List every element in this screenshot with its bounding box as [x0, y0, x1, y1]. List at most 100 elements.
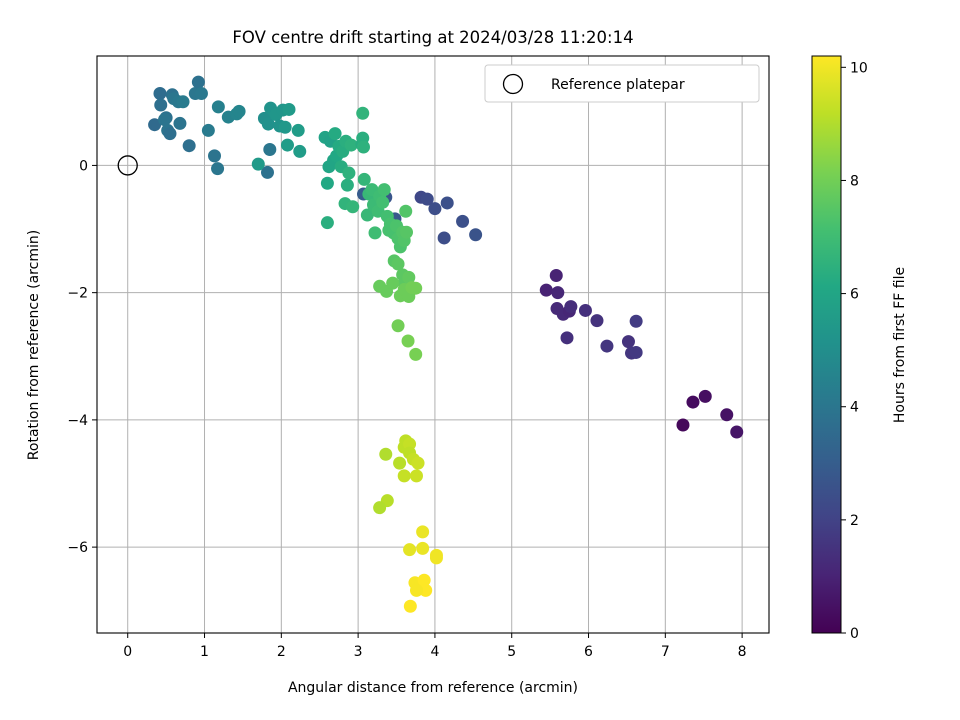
legend: Reference platepar [484, 64, 760, 103]
data-point [208, 149, 222, 163]
data-point [560, 331, 574, 345]
data-point [440, 196, 454, 210]
legend-marker-icon [502, 73, 524, 95]
data-point [590, 314, 604, 328]
data-point [420, 192, 434, 206]
data-point [293, 144, 307, 158]
colorbar-ticks: 0 2 4 6 8 10 [841, 60, 868, 642]
points-layer [148, 75, 744, 613]
data-point [182, 139, 196, 153]
data-point [397, 469, 411, 483]
data-point [340, 178, 354, 192]
data-point [391, 257, 405, 271]
x-tick-label: 3 [354, 644, 363, 660]
colorbar-tick-label: 0 [850, 626, 859, 642]
legend-entry-reference: Reference platepar [551, 77, 685, 93]
y-tick-label: −4 [67, 413, 88, 429]
data-point [428, 202, 442, 216]
y-axis-label: Rotation from reference (arcmin) [26, 230, 42, 460]
x-tick-label: 0 [123, 644, 132, 660]
data-point [578, 303, 592, 317]
data-point [154, 98, 168, 112]
data-point [393, 456, 407, 470]
data-point [191, 75, 205, 89]
data-point [401, 334, 415, 348]
data-point [411, 456, 425, 470]
y-axis: −6 −4 −2 0 [67, 158, 97, 556]
data-point [417, 573, 431, 587]
data-point [629, 314, 643, 328]
colorbar: 0 2 4 6 8 10 Hours from first FF file [811, 55, 908, 642]
data-point [402, 270, 416, 284]
data-point [346, 200, 360, 214]
data-point [629, 345, 643, 359]
data-point [148, 118, 162, 132]
data-point [320, 176, 334, 190]
data-point [403, 599, 417, 613]
data-point [320, 216, 334, 230]
data-point [720, 408, 734, 422]
x-tick-label: 6 [584, 644, 593, 660]
data-point [469, 228, 483, 242]
reference-marker-layer [117, 155, 138, 176]
colorbar-gradient [811, 55, 842, 634]
data-point [416, 541, 430, 555]
data-point [400, 225, 414, 239]
data-point [549, 268, 563, 282]
data-point [278, 120, 292, 134]
data-point [730, 425, 744, 439]
chart-title: FOV centre drift starting at 2024/03/28 … [232, 28, 633, 47]
data-point [356, 106, 370, 120]
colorbar-tick-label: 2 [850, 513, 859, 529]
data-point [600, 339, 614, 353]
data-point [419, 583, 433, 597]
data-point [344, 138, 358, 152]
data-point [368, 226, 382, 240]
data-point [416, 525, 430, 539]
x-tick-label: 1 [200, 644, 209, 660]
data-point [437, 231, 451, 245]
x-tick-label: 2 [277, 644, 286, 660]
data-point [328, 127, 342, 141]
data-point [403, 437, 417, 451]
data-point [153, 87, 167, 101]
data-point [260, 165, 274, 179]
colorbar-tick-label: 10 [850, 60, 868, 76]
y-tick-label: −6 [67, 540, 88, 556]
data-point [564, 300, 578, 314]
data-point [429, 551, 443, 565]
x-tick-label: 8 [738, 644, 747, 660]
colorbar-tick-label: 6 [850, 287, 859, 303]
data-point [379, 447, 393, 461]
x-tick-label: 4 [430, 644, 439, 660]
legend-box [484, 64, 760, 103]
data-point [551, 286, 565, 300]
colorbar-tick-label: 4 [850, 400, 859, 416]
data-point [211, 162, 225, 176]
data-point [263, 143, 277, 157]
plot-frame [96, 55, 770, 634]
data-point [291, 123, 305, 137]
data-point [211, 100, 225, 114]
data-point [409, 347, 423, 361]
data-point [251, 157, 265, 171]
data-point [163, 127, 177, 141]
data-point [373, 501, 387, 515]
data-point [403, 543, 417, 557]
data-point [282, 102, 296, 116]
x-axis: 0 1 2 3 4 5 6 7 8 [123, 633, 747, 660]
data-point [201, 123, 215, 137]
data-point [409, 281, 423, 295]
data-point [173, 116, 187, 130]
x-axis-label: Angular distance from reference (arcmin) [288, 680, 578, 696]
data-point [261, 117, 275, 131]
y-tick-label: −2 [67, 286, 88, 302]
colorbar-label: Hours from first FF file [892, 267, 908, 423]
grid-lines [97, 56, 769, 633]
data-point [399, 204, 413, 218]
data-point [409, 583, 423, 597]
data-point [194, 87, 208, 101]
data-point [676, 418, 690, 432]
y-tick-label: 0 [79, 158, 88, 174]
data-point [686, 395, 700, 409]
